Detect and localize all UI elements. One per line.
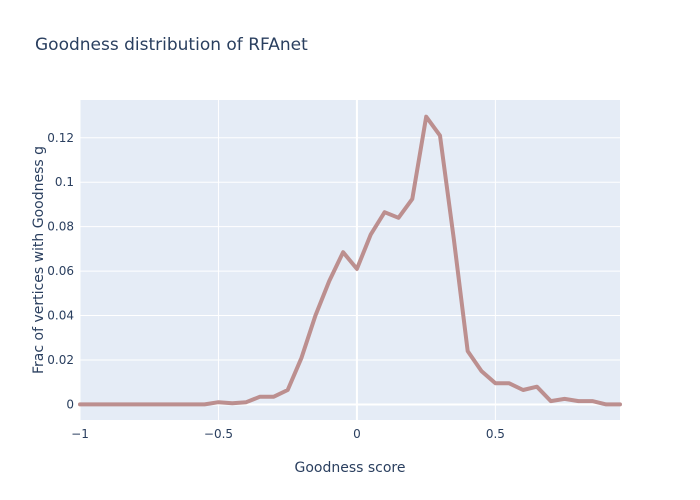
chart-title: Goodness distribution of RFAnet: [35, 35, 308, 55]
y-tick-labels: 0 0.02 0.04 0.06 0.08 0.1 0.12: [47, 131, 74, 412]
grid-lines: [79, 100, 620, 420]
x-axis-title: Goodness score: [294, 460, 405, 476]
y-tick-label: 0.04: [47, 309, 74, 323]
y-tick-label: 0.1: [55, 175, 74, 189]
y-tick-label: 0.06: [47, 264, 74, 278]
x-tick-label: −1: [71, 427, 89, 441]
x-tick-labels: −1 −0.5 0 0.5: [71, 427, 505, 441]
y-tick-label: 0.02: [47, 353, 74, 367]
x-tick-label: −0.5: [204, 427, 233, 441]
y-axis-title: Frac of vertices with Goodness g: [31, 146, 47, 374]
y-tick-label: 0.12: [47, 131, 74, 145]
y-tick-label: 0: [66, 397, 74, 411]
series-line: [78, 114, 622, 407]
series-layer: [78, 114, 622, 407]
x-tick-label: 0: [353, 427, 361, 441]
x-tick-label: 0.5: [486, 427, 505, 441]
y-tick-label: 0.08: [47, 220, 74, 234]
